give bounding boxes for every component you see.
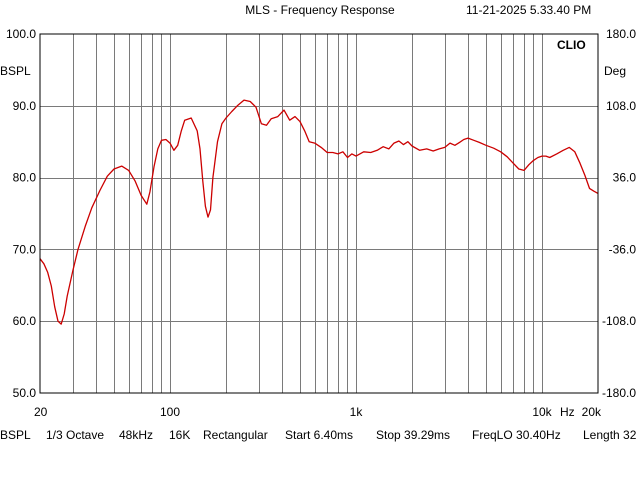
curve-layer — [39, 99, 599, 325]
x-tick-label: 20k — [582, 405, 602, 419]
grid — [40, 34, 598, 393]
chart-title: MLS - Frequency Response — [245, 3, 395, 17]
footer-start: Start 6.40ms — [285, 428, 354, 442]
footer-smoothing: 1/3 Octave — [46, 428, 105, 442]
footer-window: Rectangular — [203, 428, 268, 442]
y2-tick-label: 180.0 — [606, 27, 636, 41]
y-tick-label: 50.0 — [13, 386, 37, 400]
y-tick-label: 70.0 — [13, 242, 37, 256]
footer-size: 16K — [169, 428, 191, 442]
y2-tick-label: -180.0 — [602, 386, 636, 400]
y2-tick-label: 108.0 — [606, 99, 636, 113]
y-tick-label: 90.0 — [13, 99, 37, 113]
y-tick-label: 60.0 — [13, 314, 37, 328]
clio-brand: CLIO — [557, 38, 586, 52]
x-tick-label: 1k — [350, 405, 364, 419]
tick-labels: 50.0 60.0 70.0 80.0 90.0 100.0 -180.0 -108.0 -36… — [6, 27, 636, 419]
plot-frame — [39, 33, 599, 394]
footer-unit: BSPL — [0, 428, 31, 442]
y-tick-label: 80.0 — [13, 171, 37, 185]
y2-tick-label: 36.0 — [613, 171, 637, 185]
x-tick-label: 20 — [34, 405, 48, 419]
response-curve — [39, 99, 599, 325]
x-tick-label: 10k — [532, 405, 552, 419]
footer-freqlo: FreqLO 30.40Hz — [472, 428, 561, 442]
footer-sample-rate: 48kHz — [119, 428, 154, 442]
right-axis-unit: Deg — [604, 64, 627, 78]
x-tick-label: 100 — [160, 405, 180, 419]
x-unit-label: Hz — [560, 405, 575, 419]
footer-stop: Stop 39.29ms — [376, 428, 451, 442]
y-tick-label: 100.0 — [6, 27, 36, 41]
timestamp: 11-21-2025 5.33.40 PM — [466, 3, 592, 17]
footer-length: Length 32 — [583, 428, 637, 442]
left-axis-unit: BSPL — [0, 64, 31, 78]
y2-tick-label: -108.0 — [602, 314, 636, 328]
y2-tick-label: -36.0 — [609, 242, 637, 256]
